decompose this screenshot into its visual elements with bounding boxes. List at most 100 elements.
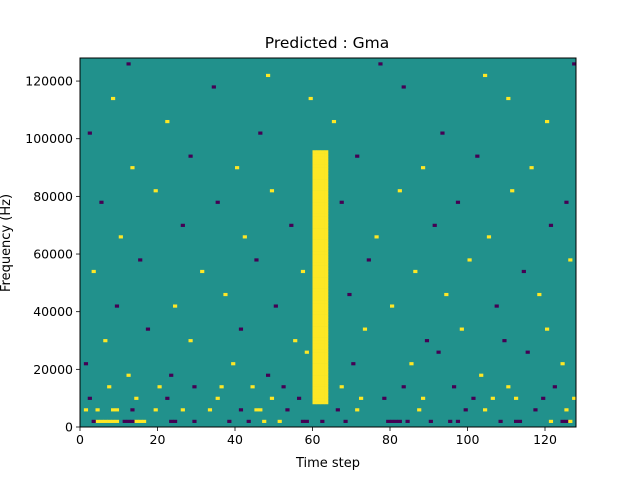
heatmap-cell: [324, 314, 329, 318]
heatmap-cell: [548, 419, 554, 423]
heatmap-cell: [324, 323, 329, 327]
heatmap-cell: [188, 339, 193, 343]
heatmap-cell: [312, 153, 317, 157]
heatmap-cell: [87, 131, 92, 135]
heatmap-cell: [316, 190, 321, 194]
heatmap-cell: [320, 305, 325, 310]
heatmap-cell: [324, 317, 329, 321]
heatmap-cell: [324, 398, 329, 402]
heatmap-cell: [452, 385, 457, 389]
x-tick-label: 120: [533, 432, 557, 447]
heatmap-cell: [320, 190, 325, 194]
heatmap-cell: [312, 225, 317, 229]
heatmap-cell: [312, 343, 317, 347]
heatmap-cell: [316, 279, 321, 284]
heatmap-cell: [312, 265, 317, 269]
heatmap-cell: [324, 225, 329, 229]
y-tick-label: 20000: [33, 362, 73, 377]
heatmap-cell: [324, 305, 329, 310]
heatmap-cell: [316, 153, 321, 157]
heatmap-cell: [103, 339, 108, 343]
heatmap-cell: [568, 258, 573, 262]
heatmap-cell: [138, 258, 143, 262]
heatmap-cell: [320, 326, 325, 330]
heatmap-cell: [405, 419, 410, 423]
heatmap-cell: [312, 150, 317, 154]
heatmap-cell: [169, 419, 174, 423]
heatmap-cell: [316, 346, 321, 350]
heatmap-cell: [494, 304, 499, 308]
heatmap-cell: [537, 292, 542, 297]
heatmap-cell: [324, 372, 329, 376]
heatmap-cell: [320, 259, 325, 263]
heatmap-cell: [312, 254, 317, 258]
heatmap-cell: [324, 156, 329, 160]
heatmap-cell: [432, 223, 437, 227]
heatmap-cell: [316, 317, 321, 321]
heatmap-cell: [312, 375, 317, 379]
heatmap-cell: [320, 320, 325, 324]
heatmap-cells: [83, 62, 577, 423]
heatmap-cell: [320, 156, 325, 160]
x-tick-label: 0: [76, 432, 84, 447]
heatmap-cell: [324, 291, 329, 295]
heatmap-cell: [401, 85, 406, 89]
heatmap-cell: [316, 354, 321, 359]
heatmap-cell: [316, 256, 321, 261]
heatmap-cell: [320, 288, 325, 292]
y-axis-label: Frequency (Hz): [0, 194, 14, 292]
heatmap-cell: [568, 419, 573, 423]
heatmap-cell: [444, 292, 449, 297]
heatmap-cell: [320, 354, 325, 359]
heatmap-cell: [339, 385, 344, 389]
heatmap-cell: [312, 271, 317, 275]
heatmap-cell: [316, 262, 321, 266]
heatmap-cell: [324, 285, 329, 289]
heatmap-cell: [235, 166, 240, 170]
heatmap-cell: [320, 265, 325, 269]
heatmap-cell: [111, 408, 116, 412]
y-tick-label: 40000: [33, 304, 73, 319]
heatmap-cell: [312, 279, 317, 284]
heatmap-cell: [312, 300, 317, 304]
heatmap-cell: [312, 331, 317, 336]
heatmap-cell: [316, 202, 321, 206]
heatmap-cell: [316, 326, 321, 330]
heatmap-cell: [316, 334, 321, 338]
heatmap-cell: [320, 196, 325, 200]
heatmap-cell: [324, 202, 329, 206]
y-axis: 0 20000 40000 60000 80000 100000 120000: [25, 74, 80, 435]
heatmap-cell: [320, 340, 325, 344]
heatmap-cell: [448, 419, 453, 423]
heatmap-cell: [324, 265, 329, 269]
heatmap-cell: [355, 154, 360, 158]
heatmap-cell: [316, 401, 321, 405]
heatmap-cell: [463, 408, 468, 412]
heatmap-cell: [320, 213, 325, 217]
heatmap-cell: [312, 377, 317, 382]
heatmap-cell: [320, 251, 325, 255]
heatmap-cell: [390, 304, 395, 308]
heatmap-cell: [324, 170, 329, 174]
heatmap-cell: [312, 314, 317, 318]
heatmap-cell: [324, 236, 329, 240]
heatmap-cell: [312, 285, 317, 289]
heatmap-cell: [320, 323, 325, 327]
heatmap-cell: [312, 213, 317, 217]
heatmap-cell: [114, 419, 120, 423]
heatmap-cell: [316, 372, 321, 376]
heatmap-cell: [324, 294, 329, 298]
heatmap-cell: [320, 216, 325, 220]
heatmap-cell: [320, 377, 325, 382]
heatmap-cell: [320, 357, 325, 361]
heatmap-cell: [312, 259, 317, 263]
heatmap-cell: [320, 314, 325, 318]
heatmap-cell: [266, 73, 271, 78]
heatmap-cell: [293, 339, 298, 343]
heatmap-cell: [320, 153, 325, 157]
heatmap-cell: [316, 300, 321, 304]
heatmap-cell: [312, 176, 317, 180]
heatmap-cell: [324, 239, 329, 243]
heatmap-cell: [312, 389, 317, 393]
heatmap-cell: [316, 277, 321, 281]
